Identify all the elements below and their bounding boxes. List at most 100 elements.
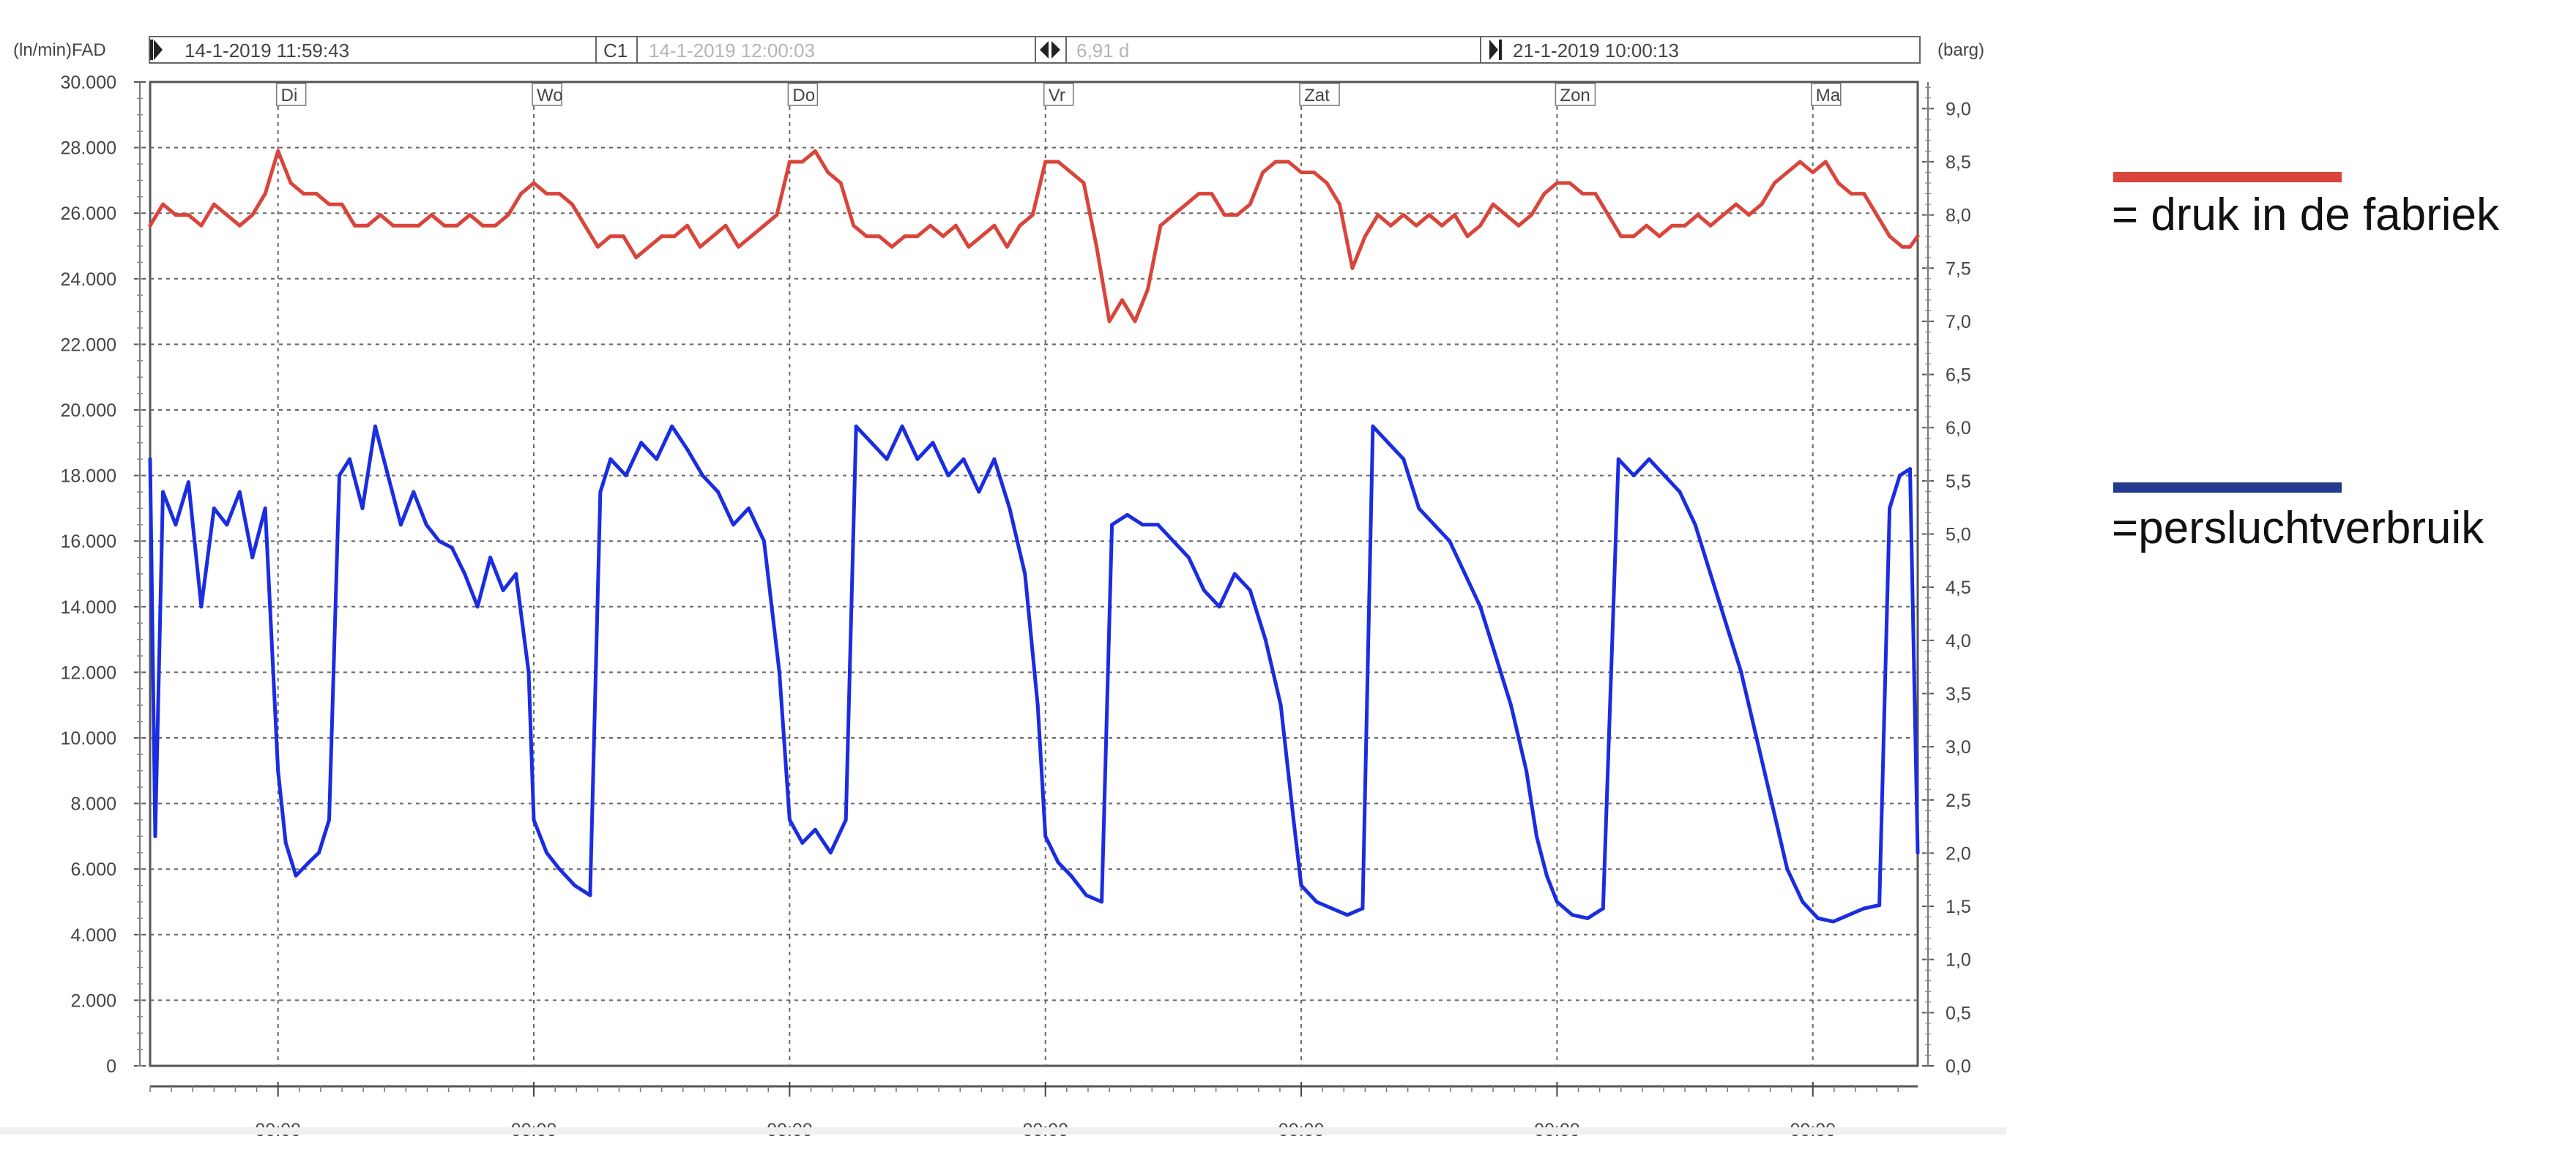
consumption-point bbox=[1831, 919, 1836, 924]
pressure-point bbox=[417, 223, 421, 228]
consumption-point bbox=[327, 818, 331, 822]
pressure-point bbox=[583, 223, 587, 228]
pressure-point bbox=[1696, 213, 1700, 217]
pressure-series-line bbox=[148, 149, 1920, 324]
pressure-point bbox=[1095, 244, 1099, 249]
pressure-point bbox=[391, 223, 395, 228]
series-layer bbox=[148, 149, 1920, 924]
left-tick-label: 10.000 bbox=[61, 728, 116, 749]
pressure-point bbox=[1530, 213, 1533, 217]
pressure-point bbox=[1312, 171, 1316, 174]
pressure-point bbox=[1568, 181, 1572, 185]
day-marker-box bbox=[275, 83, 307, 106]
left-tick-label: 26.000 bbox=[61, 204, 116, 224]
consumption-point bbox=[1555, 900, 1559, 904]
pressure-point bbox=[1900, 244, 1905, 249]
pressure-point bbox=[903, 234, 907, 239]
pressure-point bbox=[250, 213, 255, 217]
consumption-point bbox=[624, 474, 628, 478]
consumption-point bbox=[250, 556, 255, 560]
grid-layer bbox=[150, 82, 1918, 1066]
span-right-arrow-icon[interactable] bbox=[1051, 41, 1060, 59]
right-axis-unit: (barg) bbox=[1937, 40, 1984, 60]
right-tick-label: 6,0 bbox=[1946, 418, 1971, 438]
right-tick-label: 5,0 bbox=[1946, 525, 1971, 545]
end-marker-icon[interactable] bbox=[1489, 40, 1498, 60]
left-tick-label: 28.000 bbox=[61, 138, 116, 159]
start-marker-icon[interactable] bbox=[154, 40, 163, 60]
pressure-point bbox=[1235, 213, 1240, 217]
pressure-point bbox=[1721, 213, 1725, 217]
consumption-point bbox=[931, 441, 935, 445]
consumption-point bbox=[488, 556, 493, 560]
pressure-point bbox=[1683, 223, 1687, 228]
pressure-point bbox=[1465, 234, 1470, 239]
day-marker-label: Di bbox=[281, 86, 298, 105]
consumption-point bbox=[463, 572, 467, 576]
pressure-point bbox=[442, 223, 447, 228]
consumption-point bbox=[1847, 913, 1851, 917]
consumption-point bbox=[1299, 884, 1303, 888]
consumption-point bbox=[701, 474, 705, 478]
pressure-point bbox=[1133, 319, 1137, 324]
consumption-point bbox=[1478, 605, 1483, 609]
pressure-point bbox=[1785, 171, 1790, 174]
consumption-point bbox=[148, 457, 152, 461]
pressure-point bbox=[852, 223, 856, 228]
pressure-point bbox=[1325, 181, 1329, 185]
consumption-point bbox=[1232, 572, 1237, 576]
day-marker-box bbox=[1811, 83, 1842, 106]
consumption-point bbox=[1043, 834, 1048, 838]
pressure-point bbox=[429, 213, 433, 217]
pressure-point bbox=[595, 244, 600, 249]
cursor-time: 14-1-2019 12:00:03 bbox=[649, 40, 815, 61]
pressure-point bbox=[1542, 192, 1546, 196]
pressure-point bbox=[506, 213, 510, 217]
pressure-point bbox=[148, 223, 152, 228]
consumption-point bbox=[1330, 906, 1334, 911]
consumption-point bbox=[1432, 523, 1437, 527]
plot-frame bbox=[149, 81, 1919, 1067]
consumption-point bbox=[348, 457, 351, 461]
day-marker-box bbox=[787, 83, 819, 106]
pressure-point bbox=[1030, 213, 1035, 217]
right-tick-label: 9,0 bbox=[1946, 99, 1971, 119]
pressure-point bbox=[953, 223, 958, 228]
consumption-point bbox=[424, 523, 428, 527]
consumption-point bbox=[1292, 818, 1296, 822]
consumption-point bbox=[1155, 523, 1160, 527]
pressure-point bbox=[647, 244, 651, 249]
consumption-point bbox=[885, 457, 889, 461]
right-tick-label: 8,5 bbox=[1946, 152, 1971, 173]
pressure-point bbox=[1708, 223, 1713, 228]
left-tick-label: 24.000 bbox=[61, 269, 116, 290]
consumption-point bbox=[1898, 474, 1902, 478]
pressure-point bbox=[353, 223, 357, 228]
span-left-arrow-icon[interactable] bbox=[1040, 41, 1049, 59]
consumption-point bbox=[732, 523, 735, 527]
legend-consumption-label: =persluchtverbruik bbox=[2112, 503, 2484, 553]
pressure-point bbox=[1734, 202, 1738, 206]
consumption-point bbox=[1360, 906, 1365, 911]
left-tick-label: 2.000 bbox=[70, 990, 116, 1011]
day-marker-label: Zon bbox=[1560, 86, 1590, 105]
consumption-point bbox=[283, 840, 288, 845]
pressure-point bbox=[1414, 223, 1418, 228]
consumption-point bbox=[1916, 851, 1920, 855]
pressure-point bbox=[1798, 160, 1802, 164]
consumption-point bbox=[237, 490, 242, 494]
consumption-point bbox=[307, 860, 311, 865]
consumption-point bbox=[977, 490, 981, 494]
right-tick-label: 8,0 bbox=[1946, 206, 1971, 226]
consumption-point bbox=[412, 490, 416, 494]
consumption-point bbox=[1008, 506, 1012, 510]
pressure-point bbox=[1440, 223, 1444, 228]
pressure-point bbox=[1453, 213, 1457, 217]
pressure-point bbox=[519, 192, 524, 196]
consumption-point bbox=[1314, 900, 1319, 904]
consumption-point bbox=[212, 506, 216, 510]
pressure-point bbox=[327, 202, 331, 206]
consumption-point bbox=[186, 480, 190, 485]
